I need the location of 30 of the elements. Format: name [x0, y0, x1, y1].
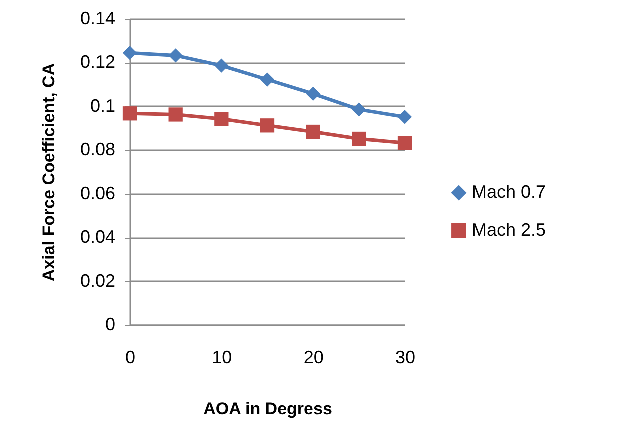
point: [168, 108, 183, 122]
x-tick-label: 0: [125, 348, 136, 368]
point: [352, 132, 366, 146]
y-tick-label: 0.04: [80, 227, 116, 248]
point: [306, 86, 320, 102]
point: [352, 102, 366, 117]
y-tick-label: 0.08: [80, 140, 116, 160]
x-tick-label: 20: [304, 348, 324, 368]
point: [398, 136, 412, 150]
point: [122, 106, 138, 121]
y-axis-title: Axial Force Coefficient, CA: [39, 63, 58, 282]
y-tick-label: 0.1: [90, 96, 116, 116]
y-tick-label: 0: [105, 314, 116, 334]
point: [260, 118, 275, 133]
point: [306, 124, 320, 140]
point: [122, 46, 138, 60]
point: [260, 72, 275, 87]
legend-label: Mach 0.7: [472, 182, 546, 202]
x-tick-label: 10: [212, 348, 232, 368]
point: [214, 58, 229, 73]
x-tick-label: 30: [395, 348, 416, 368]
x-axis-title: AOA in Degress: [204, 400, 332, 418]
y-tick-label: 0.14: [80, 8, 116, 28]
y-tick-label: 0.06: [80, 183, 116, 204]
point: [214, 112, 229, 126]
legend-label: Mach 2.5: [472, 220, 546, 240]
y-tick-label: 0.02: [80, 270, 116, 291]
point: [398, 110, 412, 124]
y-tick-label: 0.12: [80, 52, 116, 72]
point: [168, 48, 183, 63]
